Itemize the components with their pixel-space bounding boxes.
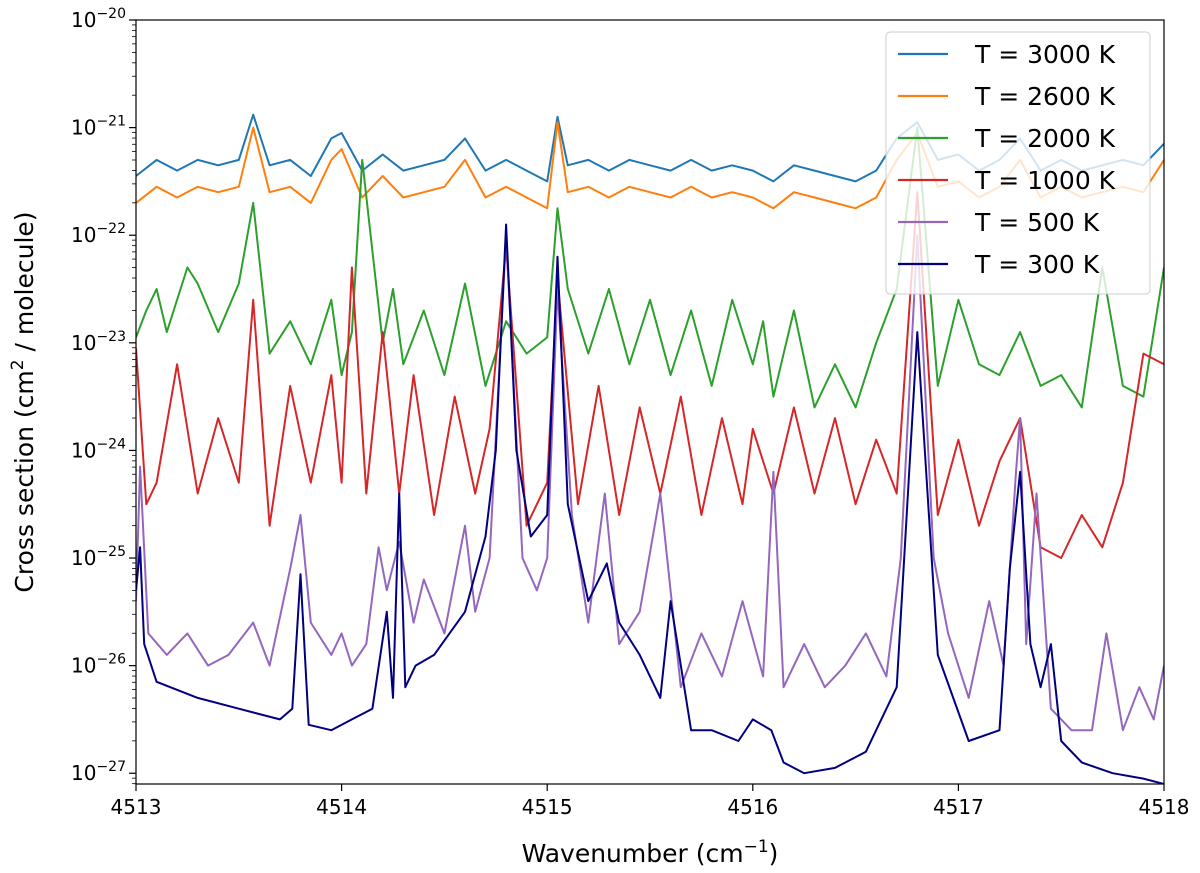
x-tick-label: 4514: [316, 795, 367, 819]
legend-label-1: T = 2600 K: [974, 82, 1116, 111]
series-line-5: [136, 223, 1164, 784]
y-tick-label: 10−22: [71, 221, 126, 247]
legend-frame: [885, 31, 1151, 295]
y-tick-label: 10−26: [71, 652, 126, 678]
y-axis: 10−27 10−26 10−25 10−24 10−23 10−22 10−21 10−20: [71, 6, 136, 785]
y-tick-label: 10−23: [71, 329, 126, 355]
y-tick-label: 10−27: [71, 759, 126, 785]
x-tick-label: 4518: [1139, 795, 1190, 819]
legend-label-3: T = 1000 K: [974, 166, 1116, 195]
y-tick-label: 10−21: [71, 114, 126, 140]
y-axis-title: Cross section (cm2 / molecule): [8, 211, 39, 592]
legend-label-0: T = 3000 K: [974, 40, 1116, 69]
y-tick-label: 10−20: [71, 6, 126, 32]
x-tick-label: 4517: [933, 795, 984, 819]
legend: T = 3000 K T = 2600 K T = 2000 K T = 1000 K…: [885, 31, 1151, 295]
series-line-4: [136, 234, 1164, 732]
series-line-2: [136, 126, 1164, 409]
y-tick-label: 10−24: [71, 436, 126, 462]
legend-label-5: T = 300 K: [974, 250, 1100, 279]
series-layer: [136, 113, 1164, 784]
y-tick-label: 10−25: [71, 544, 126, 570]
legend-label-4: T = 500 K: [974, 208, 1100, 237]
plot-frame: [135, 19, 1165, 785]
x-axis: 4513 4514 4515 4516 4517 4518: [111, 784, 1190, 819]
legend-label-2: T = 2000 K: [974, 124, 1116, 153]
x-tick-label: 4513: [111, 795, 162, 819]
x-tick-label: 4515: [522, 795, 573, 819]
x-axis-title: Wavenumber (cm−1): [522, 837, 779, 868]
x-tick-label: 4516: [727, 795, 778, 819]
series-line-3: [136, 191, 1164, 559]
